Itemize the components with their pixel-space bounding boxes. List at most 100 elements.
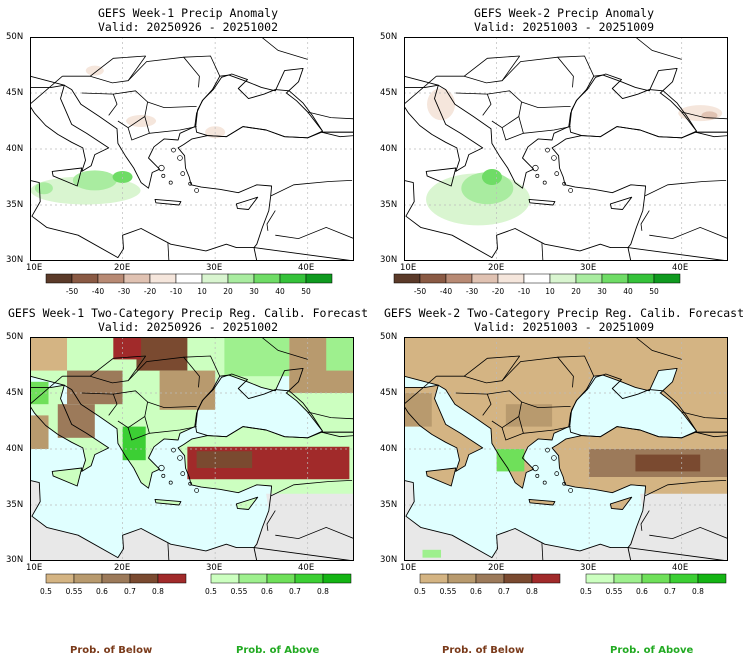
lon-label: 30E: [206, 563, 223, 573]
colorbar-label: 20: [571, 287, 581, 296]
lat-label: 35N: [380, 200, 398, 210]
island: [535, 473, 540, 478]
colorbar-swatch: [45, 573, 75, 584]
island: [532, 464, 539, 472]
coastline: [154, 498, 182, 506]
country-border: [557, 55, 595, 77]
week1-anomaly-map: [30, 37, 354, 261]
island: [188, 181, 192, 186]
colorbar-label: 50: [301, 287, 311, 296]
country-border: [307, 111, 354, 120]
lat-label: 30N: [380, 555, 398, 565]
country-border: [117, 120, 129, 129]
colorbar-label: 0.6: [470, 587, 482, 596]
country-border: [635, 37, 682, 60]
colorbar-swatch: [266, 573, 296, 584]
colorbar-swatch: [471, 273, 499, 284]
coastline: [154, 198, 182, 206]
country-border: [62, 355, 146, 377]
country-border: [541, 243, 544, 261]
island: [554, 171, 560, 176]
country-border: [183, 355, 221, 377]
colorbar-swatch: [549, 273, 577, 284]
map-frame: [30, 37, 354, 261]
country-border: [321, 131, 354, 138]
below-probability-cell: [113, 337, 142, 360]
above-probability-cell: [224, 337, 290, 377]
week2-probability-map: [404, 337, 728, 561]
colorbar-label: -50: [414, 287, 426, 296]
coastline: [404, 384, 484, 472]
country-border: [117, 420, 129, 429]
panel2-valid: Valid: 20251003 - 20251009: [473, 20, 654, 34]
lon-label: 40E: [672, 263, 689, 273]
coastline: [235, 196, 259, 210]
country-border: [455, 392, 492, 416]
island: [545, 147, 550, 153]
lat-label: 45N: [380, 88, 398, 98]
colorbar-swatch: [585, 573, 615, 584]
country-border: [635, 337, 682, 360]
island: [568, 188, 573, 193]
country-border: [521, 101, 571, 109]
country-border: [518, 116, 571, 134]
coastline: [404, 84, 484, 172]
panel2-title: GEFS Week-2 Precip Anomaly: [473, 6, 654, 20]
negative-anomaly-area: [85, 65, 104, 76]
country-border: [464, 355, 521, 384]
country-border: [321, 431, 354, 438]
lon-label: 40E: [672, 563, 689, 573]
colorbar-label: -40: [440, 287, 452, 296]
country-border: [557, 355, 595, 377]
panel4-title: GEFS Week-2 Two-Category Precip Reg. Cal…: [383, 306, 745, 320]
colorbar-swatch: [523, 273, 551, 284]
colorbar-swatch: [497, 273, 525, 284]
land-fill: [529, 499, 555, 505]
country-border: [491, 420, 503, 429]
prob-below-caption: Prob. of Below: [442, 645, 525, 656]
country-border: [167, 543, 170, 561]
country-border: [90, 355, 147, 384]
map-frame: [30, 337, 354, 561]
lat-label: 45N: [380, 388, 398, 398]
coastline: [609, 196, 633, 210]
lat-label: 35N: [6, 500, 24, 510]
country-border: [644, 480, 727, 497]
island: [158, 464, 165, 472]
country-border: [147, 101, 197, 109]
lat-label: 50N: [6, 332, 24, 342]
country-border: [62, 55, 146, 77]
colorbar-swatch: [97, 273, 125, 284]
lon-label: 10E: [400, 563, 417, 573]
lat-label: 35N: [380, 500, 398, 510]
no-forecast-area: [30, 480, 257, 561]
colorbar-label: -10: [518, 287, 530, 296]
colorbar-label: -40: [92, 287, 104, 296]
colorbar-label: 40: [275, 287, 285, 296]
country-border: [144, 416, 197, 434]
coastline: [404, 479, 632, 561]
lon-label: 30E: [580, 563, 597, 573]
country-border: [183, 55, 221, 77]
lon-label: 10E: [26, 563, 43, 573]
island: [551, 155, 557, 161]
colorbar-swatch: [601, 273, 629, 284]
colorbar-label: 0.8: [317, 587, 329, 596]
panel4-valid: Valid: 20251003 - 20251009: [473, 320, 654, 334]
colorbar-swatch: [129, 573, 159, 584]
country-border: [695, 131, 728, 138]
below-probability-cell: [505, 404, 553, 427]
country-border: [487, 90, 523, 129]
lat-label: 30N: [6, 555, 24, 565]
colorbar-label: 0.7: [664, 587, 676, 596]
coastline: [425, 467, 457, 487]
anomaly-colorbar: -50 -40 -30 -20 -10 10 20 30 40 50: [393, 273, 681, 296]
colorbar-swatch: [210, 573, 240, 584]
colorbar-swatch: [503, 573, 533, 584]
country-border: [681, 411, 728, 420]
below-probability-cell: [30, 337, 68, 371]
lat-label: 35N: [6, 200, 24, 210]
lon-label: 20E: [488, 263, 505, 273]
above-probability-cell: [326, 337, 354, 371]
colorbar-label: -50: [66, 287, 78, 296]
